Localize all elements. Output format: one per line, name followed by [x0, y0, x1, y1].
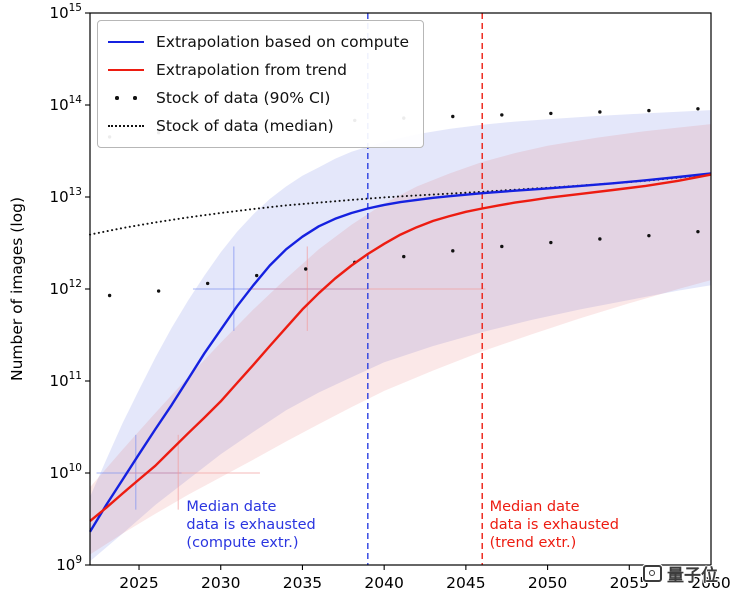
compute-90ci-band [90, 110, 711, 562]
stock-ci-dot [500, 113, 504, 117]
stock-ci-dot [254, 273, 259, 278]
stock-ci-dot [598, 237, 602, 241]
stock-ci-dot [107, 293, 112, 298]
trend-line-swatch [108, 69, 144, 71]
compute-extrapolation-line [88, 172, 712, 533]
trend-extrapolation-line [89, 173, 712, 523]
x-tick-label: 2035 [283, 574, 322, 592]
watermark: 量子位 [643, 561, 718, 586]
legend-label: Stock of data (90% CI) [156, 89, 331, 107]
legend-row-stock-ci: Stock of data (90% CI) [108, 84, 409, 112]
stock-ci-dots-swatch [108, 95, 144, 101]
stock-ci-dot [156, 289, 161, 293]
legend-label: Extrapolation based on compute [156, 33, 409, 51]
x-tick-label: 2055 [610, 574, 649, 592]
x-tick-label: 2045 [446, 574, 485, 592]
y-tick-label: 1014 [50, 94, 83, 114]
y-tick-label: 109 [56, 554, 82, 574]
qbitai-logo-icon [643, 565, 662, 582]
legend-box: Extrapolation based on compute Extrapola… [97, 20, 424, 148]
y-tick-label: 1011 [50, 370, 82, 390]
x-tick-label: 2060 [691, 574, 730, 592]
stock-ci-dot [647, 108, 651, 113]
y-axis-label: Number of images (log) [8, 197, 26, 381]
stock-ci-dot [647, 233, 651, 238]
trend-90ci-band [90, 124, 711, 555]
y-tick-label: 1012 [50, 278, 82, 298]
x-tick-label: 2050 [528, 574, 567, 592]
x-tick-label: 2030 [201, 574, 240, 592]
watermark-text: 量子位 [667, 566, 718, 586]
legend-row-compute: Extrapolation based on compute [108, 28, 409, 56]
x-tick-label: 2025 [119, 574, 158, 592]
y-tick-label: 1010 [50, 462, 82, 482]
stock-ci-dot [205, 281, 210, 286]
stock-ci-dot [549, 111, 553, 116]
stock-ci-dot [598, 110, 602, 114]
stock-ci-dot [696, 229, 700, 234]
annotation-compute: Median date data is exhausted (compute e… [186, 498, 316, 552]
compute-line-swatch [108, 41, 144, 43]
stock-ci-dot [304, 267, 308, 271]
y-tick-label: 1013 [50, 186, 82, 206]
annotation-trend: Median date data is exhausted (trend ext… [489, 498, 619, 552]
legend-row-stock-median: Stock of data (median) [108, 112, 409, 140]
legend-row-trend: Extrapolation from trend [108, 56, 409, 84]
legend-label: Stock of data (median) [156, 117, 334, 135]
y-tick-label: 1015 [50, 2, 82, 22]
stock-ci-dot [696, 107, 700, 111]
stock-ci-dot [451, 249, 455, 253]
stock-ci-dot [500, 244, 504, 249]
stock-ci-dot [451, 114, 455, 119]
stock-ci-dot [402, 254, 406, 259]
legend-label: Extrapolation from trend [156, 61, 347, 79]
stock-median-dotted-swatch [108, 125, 144, 127]
x-tick-label: 2040 [364, 574, 403, 592]
stock-ci-dot [549, 240, 553, 245]
